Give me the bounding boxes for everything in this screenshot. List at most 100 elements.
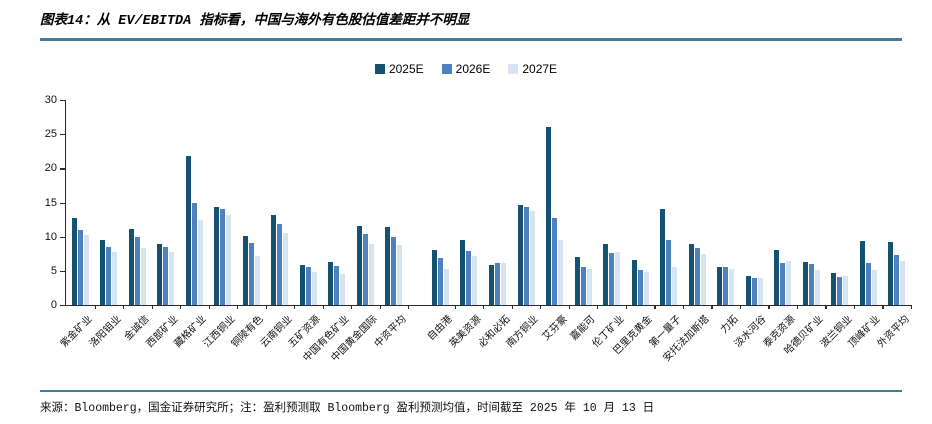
y-axis-tick: [60, 270, 65, 273]
x-axis-tick: [180, 305, 182, 309]
bar-group: [323, 100, 352, 305]
bar: [546, 126, 552, 305]
bar: [808, 264, 814, 305]
bar: [242, 235, 248, 305]
bar: [140, 248, 146, 305]
bar: [786, 261, 792, 305]
footer-divider-line: [40, 390, 902, 392]
bar: [637, 270, 643, 305]
x-axis-tick: [625, 305, 627, 309]
bar: [643, 271, 649, 305]
bar-group: [854, 100, 883, 305]
bar: [368, 243, 374, 305]
legend-label: 2026E: [455, 62, 491, 76]
x-axis-tick: [739, 305, 742, 309]
bar: [529, 210, 535, 305]
legend-swatch: [441, 64, 452, 74]
bar: [157, 243, 163, 305]
bar: [254, 255, 260, 305]
bar: [185, 156, 191, 305]
x-axis-tick: [682, 305, 685, 309]
y-axis-tick: [60, 236, 65, 238]
bar: [865, 262, 871, 305]
bar-group: [512, 100, 541, 305]
x-axis-tick: [568, 305, 570, 309]
bar: [163, 246, 169, 305]
bar: [391, 237, 397, 305]
bar: [757, 278, 763, 305]
bar: [106, 246, 112, 305]
bar: [305, 267, 311, 305]
bar: [631, 259, 637, 305]
bar: [128, 229, 134, 305]
bar-group: [654, 100, 683, 305]
x-axis-tick: [151, 305, 153, 309]
x-axis-tick: [853, 305, 856, 309]
bar: [362, 233, 368, 305]
bar: [609, 253, 615, 305]
bar: [580, 266, 586, 305]
bar-group: [209, 100, 238, 305]
bar-group: [597, 100, 626, 305]
bar: [134, 237, 140, 305]
bar: [723, 267, 729, 305]
source-note: 来源：Bloomberg，国金证券研究所；注：盈利预测取 Bloomberg 盈…: [40, 402, 655, 415]
bar-group: [95, 100, 124, 305]
bar: [615, 251, 621, 305]
bar: [694, 248, 700, 305]
x-axis-tick: [322, 305, 324, 309]
bar: [334, 266, 340, 305]
x-axis-tick: [208, 305, 210, 309]
bar: [299, 264, 305, 305]
y-axis-tick: [60, 134, 65, 136]
legend-item-2025E: 2025E: [374, 62, 424, 76]
y-axis-tick-label: 5: [50, 264, 57, 277]
bar: [774, 250, 780, 305]
legend-label: 2027E: [522, 62, 558, 76]
legend-swatch: [508, 64, 519, 74]
bar: [814, 270, 820, 305]
bar: [437, 257, 443, 305]
x-axis-tick: [379, 305, 381, 309]
bar: [672, 267, 678, 305]
y-axis-tick-label: 25: [44, 128, 57, 141]
bar: [385, 227, 391, 305]
y-axis-tick-label: 15: [44, 196, 57, 209]
y-axis-tick: [60, 202, 65, 204]
bar-group: [237, 100, 266, 305]
bar-group: [540, 100, 569, 305]
y-axis-tick: [60, 168, 65, 170]
bar: [666, 240, 672, 305]
figure-title: 图表14：从 EV/EBITDA 指标看，中国与海外有色股估值差距并不明显: [40, 14, 470, 29]
x-axis-tick: [796, 305, 799, 309]
bar-group: [180, 100, 209, 305]
bar: [340, 273, 346, 305]
x-axis-tick: [454, 305, 456, 309]
x-axis-tick: [123, 305, 125, 309]
bar-group: [455, 100, 484, 305]
bar-group: [882, 100, 911, 305]
bar: [900, 261, 906, 305]
x-axis-tick: [237, 305, 239, 309]
bar: [220, 208, 226, 305]
bar: [859, 241, 865, 305]
bar-group: [825, 100, 854, 305]
bar-group: [768, 100, 797, 305]
x-axis-tick: [483, 305, 485, 309]
bar-group: [426, 100, 455, 305]
legend-item-2026E: 2026E: [441, 62, 491, 76]
bar: [500, 262, 506, 305]
x-axis-tick: [294, 305, 296, 309]
bar: [83, 234, 89, 305]
bar: [660, 208, 666, 305]
bar-group: [152, 100, 181, 305]
bar: [77, 229, 83, 305]
x-axis-labels: 紫金矿业 洛阳钼业 金诚信 西部矿业 藏格矿业 江西铜业 铜陵有色 云南铜业 五矿资源 中国有色矿…: [59, 307, 912, 387]
bar: [552, 218, 558, 305]
x-axis-tick: [911, 305, 913, 309]
bar: [558, 240, 564, 305]
bar: [197, 220, 203, 305]
bar: [397, 244, 403, 305]
